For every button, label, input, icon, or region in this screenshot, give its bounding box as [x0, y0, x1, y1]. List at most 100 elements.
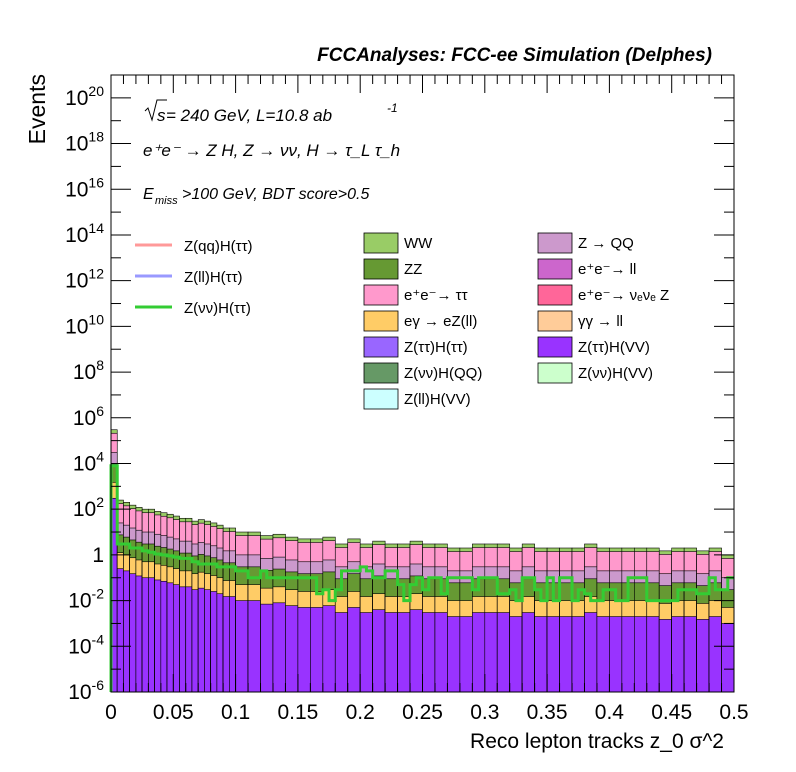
legend-swatch: [537, 232, 573, 254]
y-tick-label: 1: [92, 544, 104, 567]
bar-e-e-z: [534, 616, 548, 693]
legend-swatch: [363, 232, 399, 254]
legend-swatch: [363, 388, 399, 410]
bar-e-e-z: [609, 616, 623, 693]
y-tick-label: 106: [73, 403, 104, 430]
bar-e-e-z: [559, 616, 573, 693]
x-tick-label: 0.15: [277, 701, 318, 724]
bar-e-e-z: [683, 616, 697, 693]
cut-annotation-rest: >100 GeV, BDT score>0.5: [182, 186, 369, 203]
bar-e-e-z: [496, 612, 511, 693]
legend-label: Z → QQ: [578, 235, 634, 252]
bar-e-e-z: [141, 577, 149, 693]
y-tick-label: 1016: [65, 174, 104, 201]
bar-e-e-z: [671, 616, 685, 693]
x-tick-label: 0.3: [470, 701, 499, 724]
legend-label: WW: [404, 235, 433, 252]
chart-title: FCCAnalyses: FCC-ee Simulation (Delphes): [317, 45, 712, 66]
signal-line-zvvh-tautau: [109, 464, 734, 692]
bar-e-e-z: [166, 582, 174, 693]
x-tick-label: 0.4: [595, 701, 625, 724]
legend-label: Z(ll)H(ττ): [184, 269, 243, 286]
legend-swatch: [363, 258, 399, 280]
energy-annotation-s: s: [157, 106, 166, 125]
legend-swatch: [537, 362, 573, 384]
legend-label: Z(ll)H(VV): [404, 391, 471, 408]
stacked-bars: [110, 429, 735, 693]
bar-e-e-z: [347, 607, 361, 693]
bar-e-e-z: [216, 593, 224, 693]
legend-label: Z(νν)H(QQ): [404, 365, 482, 382]
plot-area: 0 0.05 0.1 0.15 0.2 0.25 0.3 0.35 0.4 0.45 0.5 10-…: [65, 74, 749, 724]
y-tick-label: 1010: [65, 311, 104, 338]
bar-e-e-z: [571, 616, 585, 693]
bar-e-e-z: [634, 616, 648, 693]
legend-label: Z(ττ)H(ττ): [404, 339, 468, 356]
bar-e-e-z: [596, 616, 610, 693]
bar-e-e-z: [135, 575, 143, 693]
bar-e-e-z: [422, 612, 436, 693]
bar-e-e-z: [509, 616, 523, 693]
legend-label: Z(νν)H(ττ): [184, 300, 251, 317]
bar-e-e-z: [359, 612, 373, 693]
legend-label: γγ → ll: [578, 313, 623, 330]
annotations: s = 240 GeV, L=10.8 ab -1 e⁺e⁻ → Z H, Z …: [143, 99, 400, 207]
bar-e-e-z: [546, 616, 560, 693]
bar-e-e-z: [397, 612, 411, 693]
x-tick-label: 0.05: [153, 701, 194, 724]
legend-label: e⁺e⁻→ ττ: [404, 287, 468, 304]
x-axis-label: Reco lepton tracks z_0 σ^2: [470, 730, 724, 753]
cut-annotation: E miss >100 GeV, BDT score>0.5: [143, 186, 369, 207]
process-annotation: e⁺e⁻ → Z H, Z → νν, H → τ_L τ_h: [143, 141, 400, 160]
legend-swatch: [537, 310, 573, 332]
bar-e-e-z: [235, 600, 249, 693]
bar-e-e-z: [229, 596, 236, 693]
y-tick-label: 1014: [65, 220, 104, 247]
bar-e-e-z: [322, 605, 336, 693]
energy-annotation-exp: -1: [387, 101, 398, 115]
bar-e-e-z: [584, 612, 598, 693]
bar-e-e-z: [173, 584, 180, 693]
bar-e-e-z: [334, 612, 349, 693]
legend-label: Z(qq)H(ττ): [184, 238, 253, 255]
y-tick-label: 108: [73, 357, 104, 384]
bar-e-e-z: [116, 568, 124, 693]
y-tick-label: 1020: [65, 83, 104, 110]
bar-e-e-z: [708, 616, 722, 693]
bar-e-e-z: [222, 596, 230, 693]
y-tick-label: 10-4: [68, 631, 104, 658]
y-tick-label: 1018: [65, 129, 104, 156]
legend-swatch: [537, 336, 573, 358]
y-tick-label: 10-6: [68, 677, 104, 704]
bar-e-e-z: [696, 619, 710, 693]
legend-swatch: [363, 362, 399, 384]
legend-label: ZZ: [404, 261, 422, 278]
x-tick-label: 0.5: [719, 701, 748, 724]
y-tick-label: 1012: [65, 266, 104, 293]
bar-e-e-z: [459, 616, 473, 693]
legend-label: Z(νν)H(VV): [578, 365, 653, 382]
bar-e-e-z: [434, 612, 448, 693]
bar-e-e-z: [297, 607, 311, 693]
bar-e-e-z: [658, 619, 672, 693]
y-tick-label: 10-2: [68, 586, 104, 613]
x-tick-label: 0.25: [402, 701, 443, 724]
x-axis-ticks: 0 0.05 0.1 0.15 0.2 0.25 0.3 0.35 0.4 0.45 0.5: [105, 75, 749, 724]
bar-e-e-z: [247, 600, 261, 693]
cut-annotation-sub: miss: [155, 195, 178, 207]
bar-e-e-z: [384, 612, 398, 693]
bar-e-e-z: [179, 586, 187, 693]
x-tick-label: 0.1: [221, 701, 250, 724]
legend-swatch: [363, 310, 399, 332]
bar-e-e-z: [721, 623, 735, 693]
bar-e-e-z: [310, 607, 324, 693]
legend: Z(qq)H(ττ) Z(ll)H(ττ) Z(νν)H(ττ) WW Z → QQ ZZ…: [135, 232, 669, 410]
y-tick-label: 104: [73, 448, 104, 475]
bar-e-e-z: [621, 616, 635, 693]
legend-swatch: [537, 258, 573, 280]
legend-label: Z(ττ)H(VV): [578, 339, 650, 356]
x-tick-label: 0.45: [651, 701, 692, 724]
legend-swatch: [363, 336, 399, 358]
bar-e-e-z: [197, 587, 205, 693]
